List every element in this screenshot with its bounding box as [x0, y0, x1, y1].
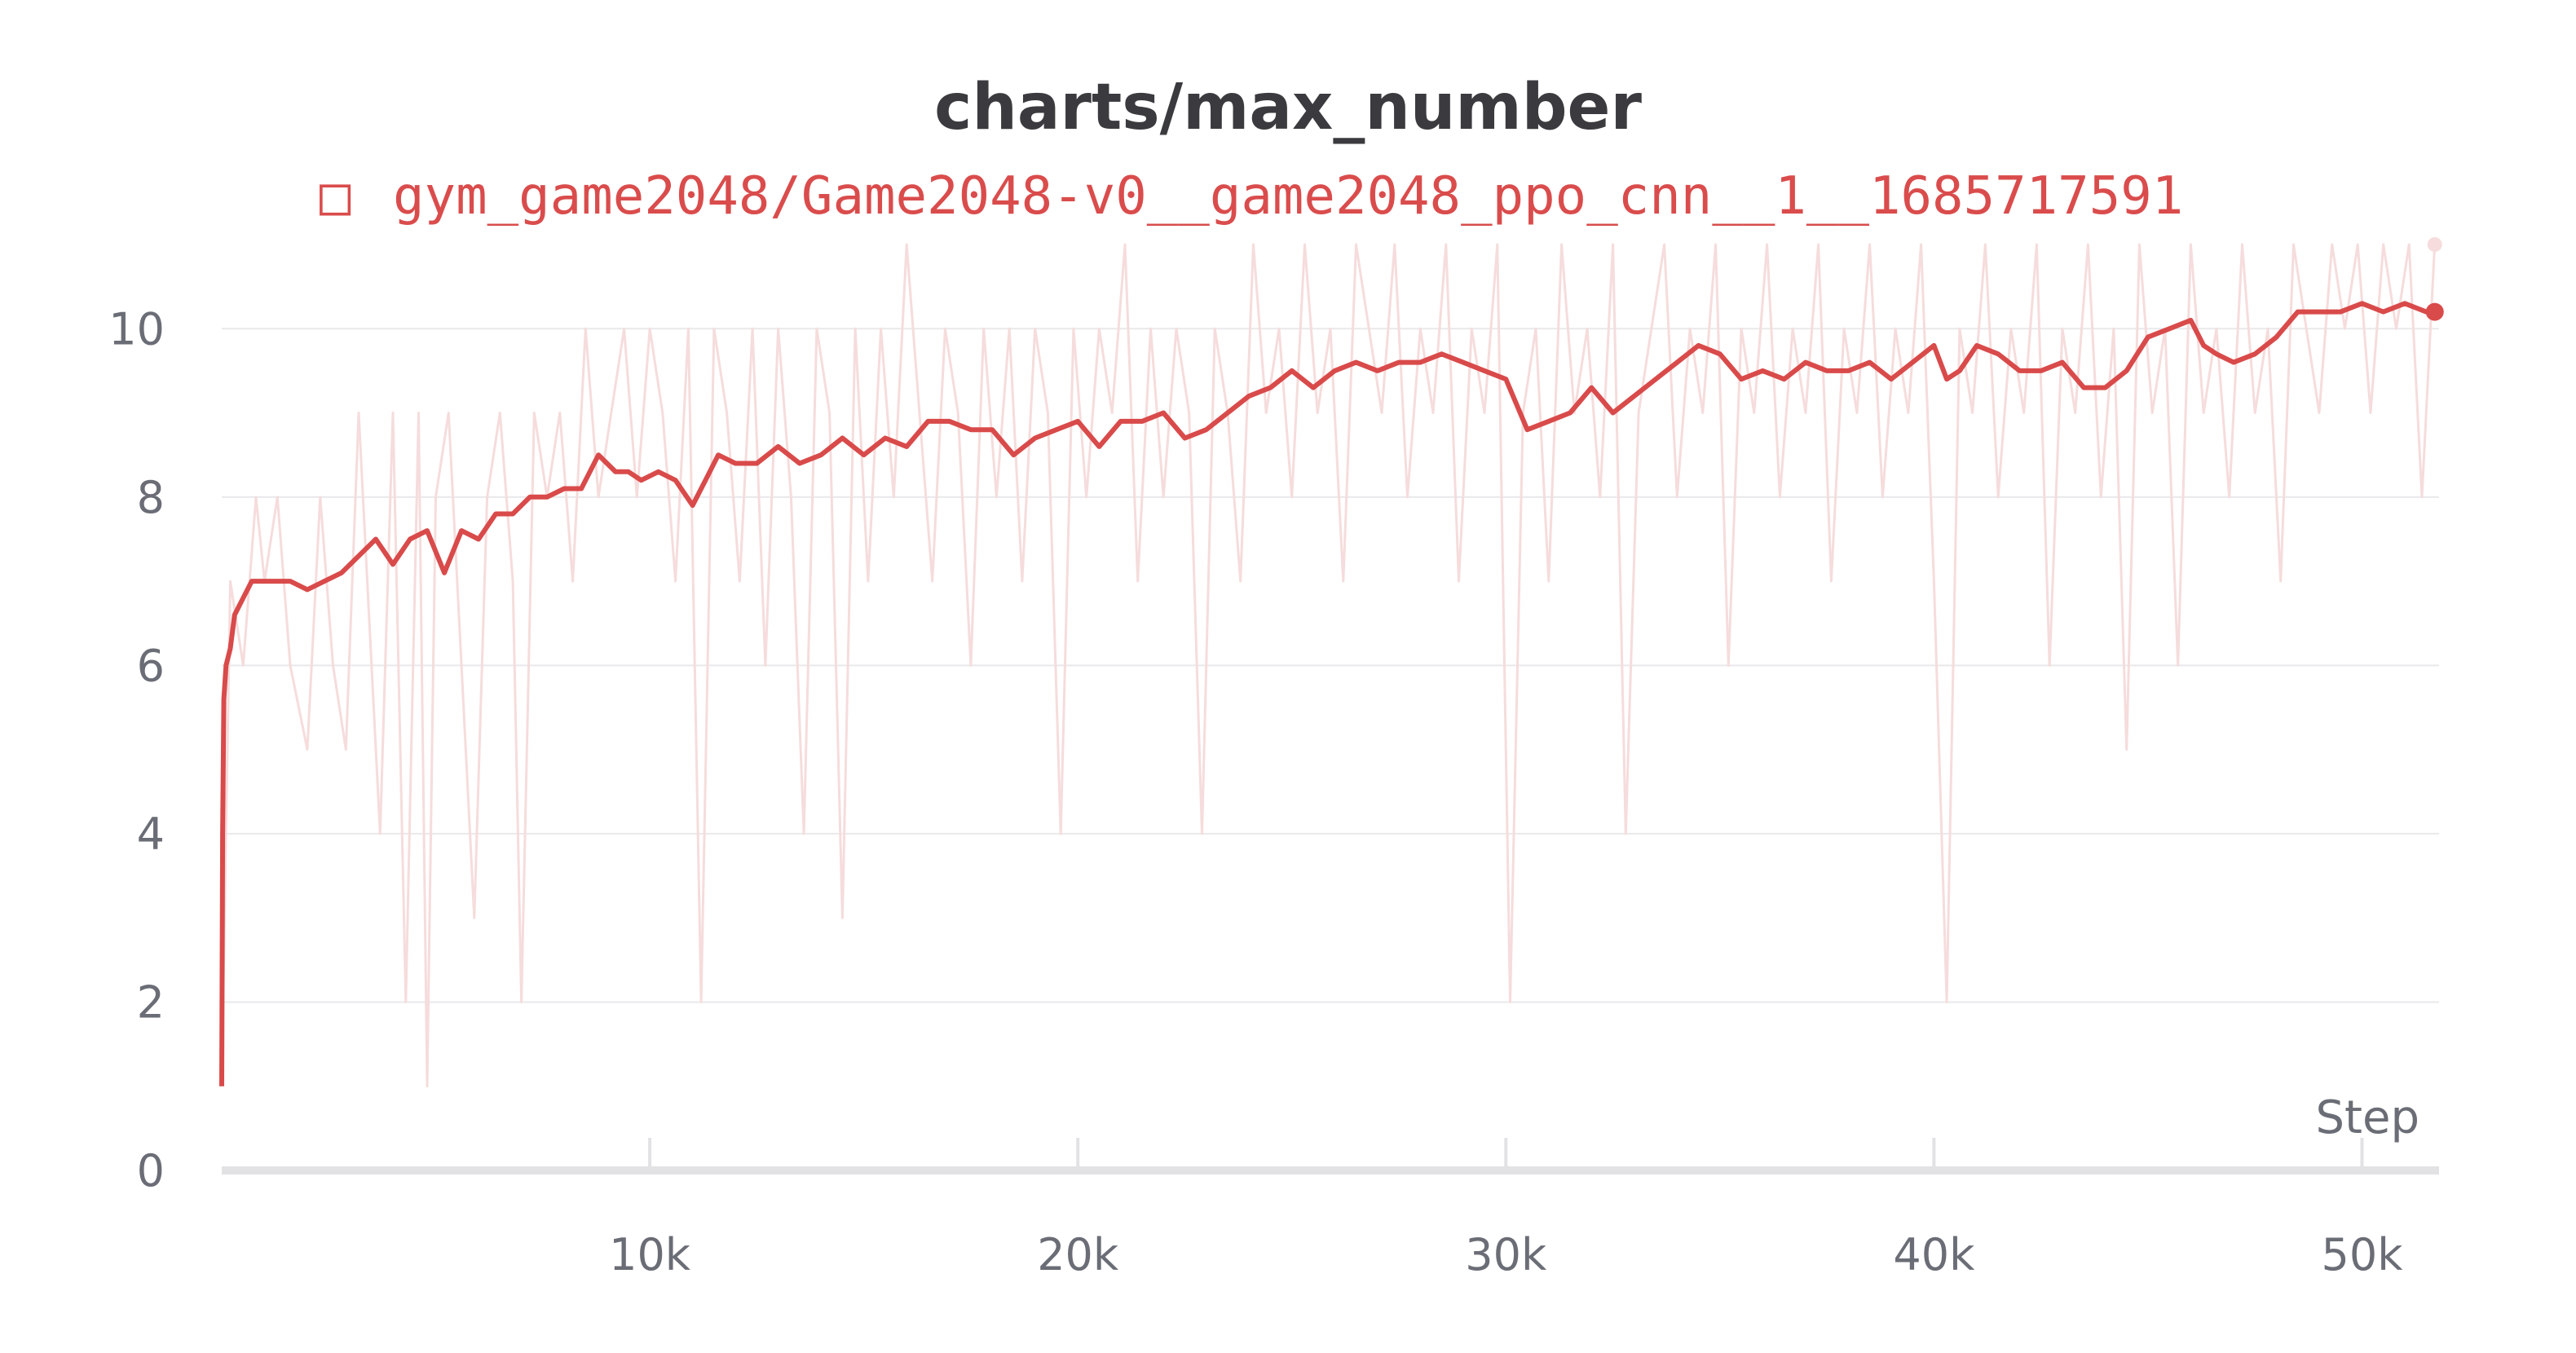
legend[interactable]: □ gym_game2048/Game2048-v0__game2048_ppo… [320, 166, 2183, 227]
y-tick-label: 4 [137, 809, 165, 860]
smoothed-series-line[interactable] [219, 301, 2435, 1086]
x-tick-label: 40k [1893, 1229, 1975, 1280]
smoothed-series-endpoint[interactable] [2425, 302, 2444, 321]
raw-series-line [220, 243, 2437, 1088]
y-tick-label: 10 [108, 303, 165, 355]
x-tick-label: 50k [2321, 1229, 2403, 1280]
x-axis: 10k 20k 30k 40k 50k [222, 1138, 2439, 1280]
y-tick-label: 8 [137, 472, 165, 523]
x-tick-label: 10k [609, 1229, 691, 1280]
chart-title: charts/max_number [934, 71, 1642, 144]
raw-series-endpoint [2427, 237, 2442, 252]
legend-marker: □ [320, 166, 351, 227]
y-tick-label: 0 [137, 1145, 165, 1197]
x-tick-label: 20k [1037, 1229, 1119, 1280]
x-axis-label: Step [2315, 1091, 2419, 1144]
x-tick-label: 30k [1465, 1229, 1547, 1280]
legend-entry-label: gym_game2048/Game2048-v0__game2048_ppo_c… [393, 166, 2183, 227]
y-axis: 0 2 4 6 8 10 [108, 303, 165, 1197]
plot-area[interactable] [219, 237, 2444, 1088]
y-tick-label: 2 [137, 976, 165, 1028]
y-tick-label: 6 [137, 640, 165, 691]
